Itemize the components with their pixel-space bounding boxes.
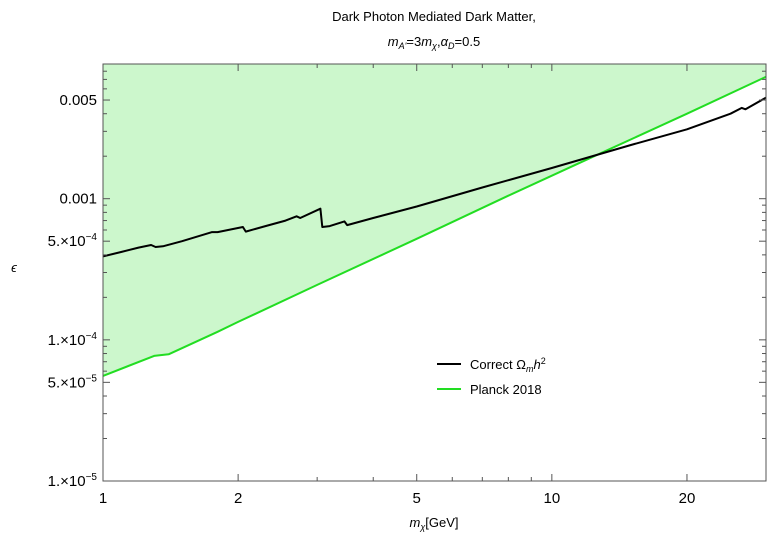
plot-area <box>102 64 767 377</box>
y-tick-label: 5.×10−4 <box>48 232 98 250</box>
x-axis-label: mχ[GeV] <box>409 515 458 532</box>
y-tick-label: 1.×10−4 <box>48 331 98 349</box>
x-tick-label: 2 <box>234 490 242 507</box>
x-tick-label: 1 <box>99 490 107 507</box>
series-line-correct-relic <box>102 96 767 258</box>
legend: Correct Ωmh2 Planck 2018 <box>437 356 546 397</box>
x-tick-label: 10 <box>544 490 561 507</box>
legend-label-correct: Correct Ωmh2 <box>470 356 546 374</box>
y-tick-label: 0.005 <box>59 92 97 109</box>
axis-ticks: 1 2 5 10 20 1.×10−5 5.×10−5 1.×10−4 5.×10−4 0.001… <box>48 64 767 507</box>
series-line-planck-2018 <box>102 75 767 377</box>
y-tick-label: 1.×10−5 <box>48 472 98 490</box>
x-tick-label: 20 <box>679 490 696 507</box>
y-axis-label: ϵ <box>11 260 17 275</box>
y-tick-label: 5.×10−5 <box>48 373 98 391</box>
y-tick-label: 0.001 <box>59 191 97 208</box>
planck-excluded-region <box>103 64 766 376</box>
x-tick-label: 5 <box>413 490 421 507</box>
chart-title-line1: Dark Photon Mediated Dark Matter, <box>332 9 536 24</box>
chart-title-line2: mA'=3mχ,αD=0.5 <box>388 34 480 51</box>
legend-label-planck: Planck 2018 <box>470 382 542 397</box>
